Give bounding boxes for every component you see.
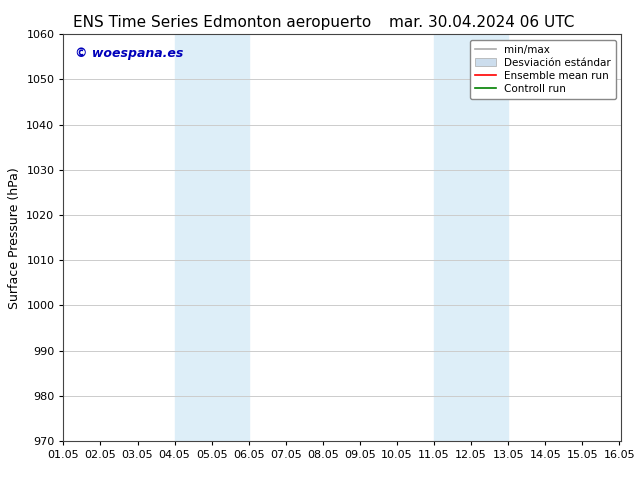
Bar: [434, 34, 508, 441]
Text: mar. 30.04.2024 06 UTC: mar. 30.04.2024 06 UTC: [389, 15, 574, 30]
Bar: [174, 34, 249, 441]
Y-axis label: Surface Pressure (hPa): Surface Pressure (hPa): [8, 167, 21, 309]
Legend: min/max, Desviación estándar, Ensemble mean run, Controll run: min/max, Desviación estándar, Ensemble m…: [470, 40, 616, 99]
Text: © woespana.es: © woespana.es: [75, 47, 183, 59]
Text: ENS Time Series Edmonton aeropuerto: ENS Time Series Edmonton aeropuerto: [73, 15, 371, 30]
